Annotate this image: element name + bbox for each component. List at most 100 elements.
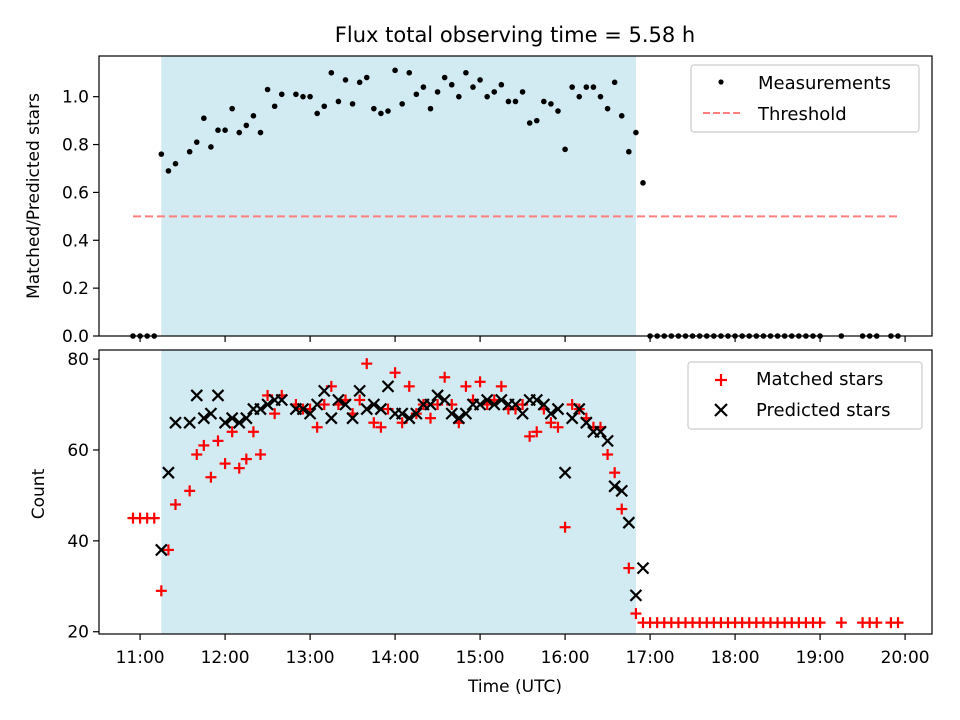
predicted-star-point-b [544,407,558,420]
predicted-star-point-b [594,425,607,439]
observing-window-shade-bottom [161,350,636,634]
predicted-star-point [565,411,579,425]
predicted-star-point [580,416,593,429]
observing-window-shade-top [161,56,636,336]
predicted-star-point [204,407,218,420]
ratio-panel: Flux total observing time = 5.58 h 0.00.… [24,23,933,347]
predicted-star-point [445,407,459,420]
measurement-point [583,84,590,90]
predicted-star-point-b [622,516,636,529]
measurement-point [363,74,370,81]
predicted-star-point [452,411,466,425]
predicted-star-point [339,398,352,411]
chart-title: Flux total observing time = 5.58 h [335,23,695,47]
measurement-point [300,93,306,100]
count-x-tick-label: 19:00 [796,648,845,668]
measurement-point [456,93,462,100]
matched-star-point [162,544,174,556]
ratio-x-axis-ticks [139,336,906,342]
measurement-point [335,98,342,105]
count-x-tick-label: 20:00 [881,648,930,668]
predicted-star-point [353,384,366,398]
count-x-tick-label: 16:00 [541,648,590,668]
ratio-y-axis-label: Matched/Predicted stars [24,93,44,299]
measurement-point [172,160,179,167]
predicted-star-point [473,398,487,411]
measurement-point [611,79,618,86]
predicted-star-point [197,411,211,425]
measurement-point [349,101,356,107]
predicted-star-point-b [339,398,352,411]
predicted-star-point-b [360,402,374,416]
predicted-star-point-b [445,407,459,420]
predicted-star-point-b [572,402,586,416]
matched-star-point [474,376,486,388]
predicted-star-point-b [155,543,168,557]
predicted-star-point-b [565,411,579,425]
predicted-star-point-b [232,416,246,429]
matched-star-point [170,498,181,510]
matched-star-point [835,617,847,629]
matched-star-point [247,426,259,438]
predicted-star-point-b [190,389,204,402]
measurement-point [371,105,377,112]
matched-star-point [495,380,507,392]
ratio-legend: Measurements Threshold [690,64,920,133]
count-y-tick-label: 80 [67,350,89,370]
predicted-star-point [572,402,586,416]
measurement-point [576,93,583,100]
predicted-star-point [487,398,501,411]
measurement-point [250,113,257,119]
measurement-point [307,93,313,100]
count-series [127,358,904,629]
matched-star-point [311,421,323,433]
measurement-point [222,127,228,133]
predicted-star-point-b [169,416,182,429]
measurement-point [356,79,363,86]
predicted-star-point [594,425,607,439]
observing-window-top [161,56,636,336]
predicted-star-point-b [254,402,267,416]
predicted-star-point-b [183,416,196,429]
measurement-point [434,89,441,95]
matched-star-point [524,430,536,442]
measurement-point [229,105,235,112]
measurement-point [321,103,328,110]
measurement-point [470,84,476,90]
predicted-star-point-b [374,402,388,416]
ratio-y-tick-label: 0.8 [62,136,89,156]
legend-marker-matched [715,374,727,386]
measurement-point [392,67,398,74]
predicted-star-point [183,416,196,429]
count-y-tick-label: 40 [67,532,89,552]
matched-star-point [318,399,330,411]
count-legend-box [687,361,923,430]
predicted-star-point-b [410,407,423,420]
measurement-point [477,77,483,83]
matched-star-point [368,417,380,429]
matched-star-point [212,435,224,447]
predicted-star-point-b [558,466,572,479]
measurements-series [130,67,901,339]
measurement-point [463,69,469,76]
predicted-star-point-b [431,389,444,402]
measurement-point [569,84,575,90]
measurement-point [512,98,519,105]
measurement-point [399,101,405,107]
ratio-y-tick-label: 1.0 [62,88,89,108]
predicted-star-point-b [601,434,614,448]
measurement-point [491,89,498,95]
measurement-point [626,148,632,155]
predicted-star-point [169,416,182,429]
count-y-tick-label: 20 [67,623,89,643]
predicted-star-point-b [275,393,289,407]
measurement-point [165,168,172,174]
measurement-point [186,148,193,155]
matched-star-point [198,439,210,451]
predicted-star-point [459,407,473,420]
measurement-point [597,93,604,100]
legend-marker-measurements [718,79,724,85]
measurement-point [278,91,285,98]
matched-star-point [623,562,635,574]
